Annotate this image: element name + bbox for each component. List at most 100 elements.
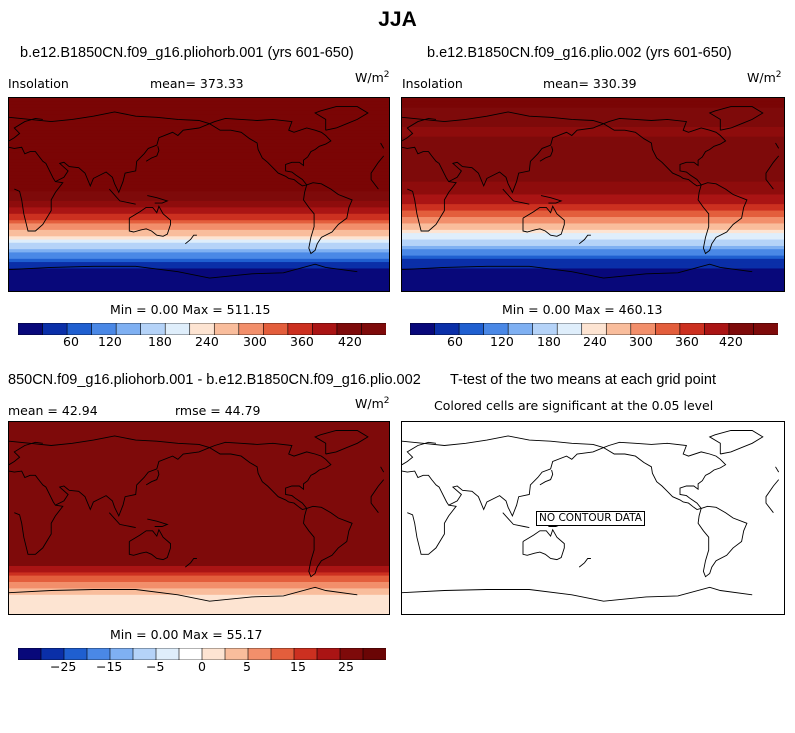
heatmap-band <box>402 155 784 160</box>
heatmap-band <box>9 287 389 291</box>
panel1-minmax: Min = 0.00 Max = 511.15 <box>110 302 271 317</box>
heatmap-band <box>402 101 784 105</box>
panel3-tick-label: 25 <box>338 659 354 674</box>
coastline <box>147 518 169 527</box>
heatmap-band <box>9 607 389 612</box>
heatmap-band <box>9 204 389 208</box>
heatmap-band <box>402 278 784 282</box>
heatmap-band <box>9 610 389 614</box>
coastline <box>402 436 779 516</box>
heatmap-band <box>402 274 784 279</box>
panel1-tick-label: 300 <box>243 334 267 349</box>
heatmap-band <box>402 281 784 286</box>
coastline <box>402 263 753 279</box>
heatmap-band <box>9 223 389 228</box>
coastline <box>502 512 530 529</box>
coastline <box>502 188 530 205</box>
heatmap-band <box>402 126 784 131</box>
heatmap-band <box>9 476 389 481</box>
panel1-mean-label: mean= 373.33 <box>150 76 244 91</box>
heatmap-band <box>9 149 389 154</box>
panel1-tick-label: 60 <box>63 334 79 349</box>
panel1-tick-label: 420 <box>338 334 362 349</box>
heatmap-band <box>402 123 784 128</box>
heatmap-band <box>402 245 784 250</box>
heatmap-band <box>402 207 784 212</box>
heatmap-band <box>402 168 784 173</box>
heatmap-band <box>9 569 389 573</box>
heatmap-band <box>9 162 389 167</box>
heatmap-band <box>402 249 784 253</box>
heatmap-band <box>9 601 389 605</box>
panel2-map-svg <box>402 98 784 291</box>
heatmap-band <box>9 258 389 263</box>
heatmap-band <box>9 598 389 602</box>
panel3-tick-label: 5 <box>243 659 251 674</box>
coastline <box>303 182 353 255</box>
panel1-tick-label: 240 <box>195 334 219 349</box>
panel2-tick-label: 120 <box>490 334 514 349</box>
heatmap-band <box>402 194 784 199</box>
heatmap-band <box>9 284 389 289</box>
heatmap-band <box>402 268 784 273</box>
heatmap-band <box>9 194 389 199</box>
panel2-colorbar <box>409 322 779 340</box>
heatmap-band <box>9 262 389 266</box>
heatmap-band <box>9 591 389 596</box>
panel1-title: b.e12.B1850CN.f09_g16.pliohorb.001 (yrs … <box>20 45 354 61</box>
heatmap-band <box>402 104 784 109</box>
panel2-title: b.e12.B1850CN.f09_g16.plio.002 (yrs 601-… <box>427 45 732 61</box>
heatmap-band <box>9 521 389 525</box>
heatmap-band <box>9 578 389 583</box>
panel1-tick-label: 180 <box>148 334 172 349</box>
heatmap-band <box>9 463 389 468</box>
heatmap-band <box>402 181 784 186</box>
heatmap-band <box>9 540 389 545</box>
panel3-minmax: Min = 0.00 Max = 55.17 <box>110 627 263 642</box>
coastline <box>402 117 780 149</box>
panel2-tick-label: 360 <box>675 334 699 349</box>
coastline <box>185 558 197 568</box>
heatmap-band <box>402 229 784 234</box>
coastline <box>9 117 385 149</box>
heatmap-band <box>9 518 389 522</box>
heatmap-band <box>9 133 389 138</box>
heatmap-band <box>9 441 389 445</box>
heatmap-band <box>402 110 784 115</box>
heatmap-band <box>9 152 389 157</box>
coastline <box>407 155 780 232</box>
heatmap-band <box>402 242 784 247</box>
panel3-colorbar <box>17 647 387 665</box>
coastline <box>407 479 780 555</box>
panel2-tick-label: 180 <box>537 334 561 349</box>
heatmap-band <box>9 217 389 221</box>
heatmap-band <box>402 152 784 157</box>
panel4-title: T-test of the two means at each grid poi… <box>450 372 716 388</box>
coastline <box>402 586 753 602</box>
panel2-units: W/m2 <box>747 70 782 86</box>
heatmap-band <box>402 265 784 269</box>
heatmap-band <box>9 527 389 532</box>
heatmap-band <box>402 204 784 208</box>
heatmap-band <box>9 278 389 282</box>
heatmap-band <box>9 482 389 487</box>
heatmap-band <box>9 245 389 250</box>
heatmap-band <box>9 274 389 279</box>
heatmap-band <box>402 239 784 244</box>
heatmap-band <box>402 223 784 228</box>
heatmap-band <box>402 130 784 134</box>
heatmap-band <box>9 242 389 247</box>
heatmap-band <box>9 171 389 176</box>
heatmap-band <box>402 139 784 144</box>
heatmap-band <box>402 133 784 138</box>
heatmap-band <box>9 281 389 286</box>
coastline <box>697 182 748 255</box>
panel2-mean-label: mean= 330.39 <box>543 76 637 91</box>
heatmap-band <box>402 284 784 289</box>
heatmap-band <box>9 239 389 244</box>
heatmap-band <box>9 502 389 506</box>
heatmap-band <box>9 165 389 170</box>
heatmap-band <box>9 457 389 461</box>
heatmap-band <box>9 524 389 529</box>
panel1-colorbar <box>17 322 387 340</box>
